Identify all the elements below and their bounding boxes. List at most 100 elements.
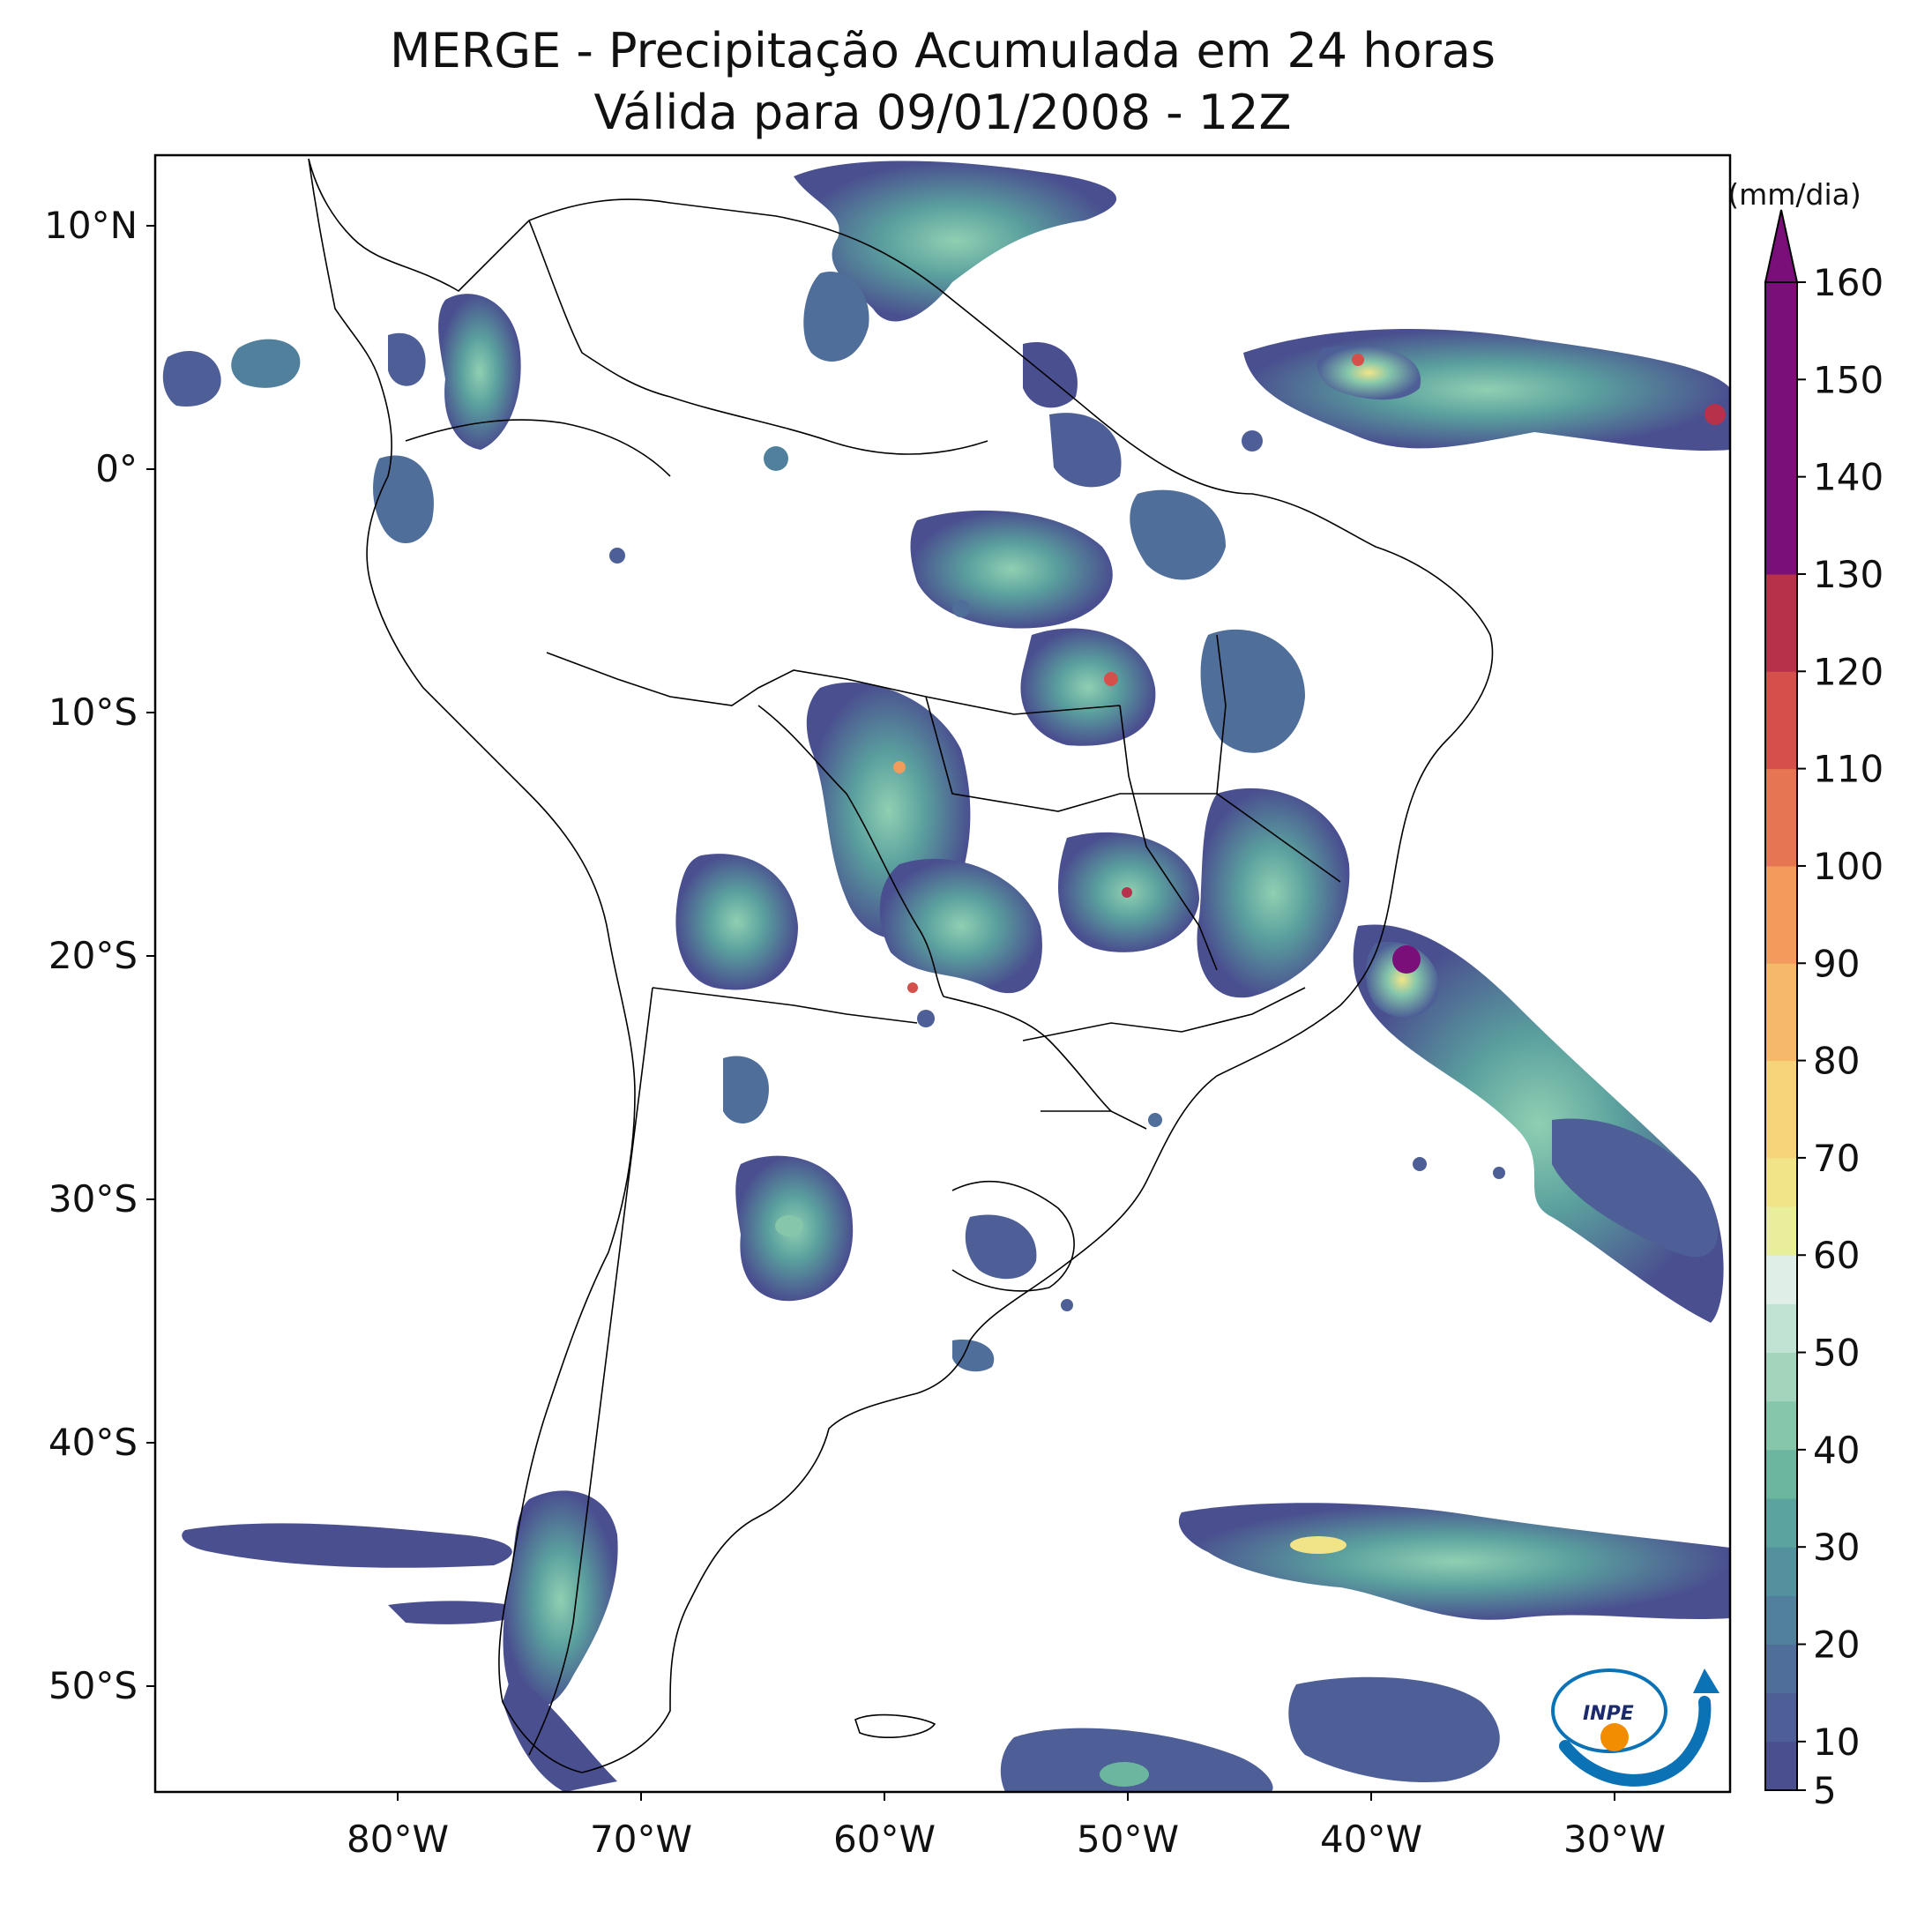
rain-area-far-south-2 <box>1000 1728 1273 1792</box>
longitude-ticks <box>397 1792 1615 1801</box>
colorbar-segment <box>1765 1547 1797 1596</box>
rain-peak-para <box>1104 672 1118 686</box>
colorbar-segment <box>1765 1157 1797 1207</box>
colorbar-tick-label: 110 <box>1813 748 1884 791</box>
rain-area-colombia-west <box>438 294 521 450</box>
border-brazil-bolivia <box>757 705 944 997</box>
colorbar-segment <box>1765 768 1797 867</box>
colorbar-tick-label: 60 <box>1813 1234 1860 1277</box>
rain-area-maranhao <box>1130 489 1226 580</box>
map-subtitle: Válida para 09/01/2008 - 12Z <box>593 85 1292 140</box>
colorbar-segment <box>1765 1352 1797 1402</box>
colorbar-tick-label: 20 <box>1813 1624 1860 1667</box>
colorbar-segment <box>1765 1303 1797 1354</box>
rain-area-itcz <box>1243 329 1730 451</box>
colorbar-tick-label: 30 <box>1813 1526 1860 1569</box>
colorbar-segment <box>1765 1206 1797 1256</box>
rain-peak-pantanal <box>907 982 918 993</box>
rain-area-itcz-core <box>1317 346 1421 400</box>
longitude-labels: 80°W 70°W 60°W 50°W 40°W 30°W <box>347 1818 1666 1861</box>
border-brazil-states-5 <box>1041 1110 1147 1130</box>
inpe-logo-swoosh <box>1559 1696 1712 1787</box>
lat-label-40s: 40°S <box>48 1421 138 1464</box>
border-brazil-states-4 <box>1022 987 1306 1041</box>
rain-peak-espirito-santo <box>1392 945 1421 974</box>
colorbar-unit-label: (mm/dia) <box>1727 177 1861 212</box>
colorbar-tick-label: 160 <box>1813 261 1884 304</box>
rain-area-pacific-3 <box>388 332 426 386</box>
rain-area-para <box>1020 628 1156 746</box>
rain-area-tierra-fuego <box>503 1676 617 1792</box>
rain-area-pacific-2 <box>231 339 301 388</box>
rain-area-amapa <box>1049 413 1122 488</box>
colorbar-frame <box>1764 281 1798 1791</box>
colorbar-segment <box>1765 1644 1797 1694</box>
colorbar-segment <box>1765 963 1797 1062</box>
colorbar-tick-label: 90 <box>1813 942 1860 985</box>
rain-area-southern-chile <box>503 1490 618 1709</box>
colorbar-tick-label: 140 <box>1813 456 1884 499</box>
colorbar-tick-label: 40 <box>1813 1429 1860 1472</box>
colorbar-tick-label: 10 <box>1813 1721 1860 1764</box>
border-uruguay <box>951 1180 1075 1292</box>
latitude-ticks <box>146 225 155 1687</box>
colorbar-segment <box>1765 865 1797 964</box>
border-brazil-states-3 <box>1216 634 1341 883</box>
map-title: MERGE - Precipitação Acumulada em 24 hor… <box>390 23 1496 78</box>
latitude-labels: 10°N 0° 10°S 20°S 30°S 40°S 50°S <box>44 204 138 1707</box>
colorbar-extend-arrow <box>1764 209 1799 283</box>
rain-area-atlantic-south <box>1552 1118 1719 1258</box>
colorbar-ticks: 5 10 20 30 40 50 60 70 80 90 100 110 120 130 140 150 160 <box>1797 261 1884 1812</box>
rain-peak-south-atlantic <box>1290 1536 1346 1554</box>
rain-area-pacific-band-2 <box>388 1601 529 1624</box>
border-argentina-bolivia <box>652 987 918 1024</box>
arrow-up-icon <box>1693 1668 1719 1693</box>
rain-peak-mato-grosso <box>893 761 906 773</box>
border-brazil-north <box>669 396 988 455</box>
colorbar: (mm/dia) 5 10 20 30 40 50 60 70 80 90 100 110 120 130… <box>1727 177 1884 1812</box>
lon-label-70w: 70°W <box>590 1818 692 1861</box>
colorbar-segment <box>1765 1741 1797 1791</box>
colorbar-tick-label: 70 <box>1813 1137 1860 1180</box>
rain-peak-argentina-north <box>775 1215 803 1236</box>
colorbar-segment <box>1765 573 1797 672</box>
colorbar-segment <box>1765 1595 1797 1646</box>
rain-area-rio-plata <box>952 1340 995 1372</box>
rain-peak-goias <box>1122 887 1132 898</box>
lat-label-10s: 10°S <box>48 690 138 734</box>
colorbar-tick-label: 150 <box>1813 358 1884 401</box>
border-argentina-chile <box>528 987 653 1756</box>
rain-area-south-atlantic-band <box>1178 1503 1730 1620</box>
border-brazil-states-2 <box>1119 705 1218 971</box>
colorbar-tick-label: 100 <box>1813 845 1884 888</box>
lon-label-40w: 40°W <box>1320 1818 1422 1861</box>
rain-area-pacific-band <box>182 1523 512 1568</box>
inpe-logo-ring <box>1551 1668 1667 1753</box>
map-frame <box>153 153 1732 1794</box>
rain-area-chaco <box>723 1056 769 1123</box>
lon-label-60w: 60°W <box>833 1818 936 1861</box>
lat-label-0: 0° <box>95 447 138 490</box>
rain-peak-itcz-east <box>1704 404 1726 425</box>
lon-label-50w: 50°W <box>1077 1818 1179 1861</box>
rain-area-uruguay <box>965 1214 1037 1280</box>
colorbar-tick-label: 5 <box>1813 1769 1837 1812</box>
rain-area-ecuador <box>373 455 434 544</box>
lat-label-50s: 50°S <box>48 1664 138 1707</box>
colorbar-segment <box>1765 1060 1797 1159</box>
colorbar-segment <box>1765 671 1797 770</box>
rain-area-pantanal <box>879 858 1042 994</box>
colorbar-segment <box>1765 1400 1797 1451</box>
inpe-logo-dot <box>1600 1723 1629 1751</box>
border-brazil-paraguay <box>943 996 1112 1112</box>
lon-label-30w: 30°W <box>1563 1818 1666 1861</box>
colorbar-tick-label: 80 <box>1813 1040 1860 1083</box>
rain-area-minas <box>1197 788 1350 998</box>
border-brazil-west <box>546 652 1121 715</box>
falklands <box>854 1713 936 1738</box>
south-america-coastline <box>308 158 1494 1773</box>
colorbar-tick-label: 130 <box>1813 553 1884 596</box>
rain-area-caribbean <box>794 160 1117 322</box>
colorbar-segment <box>1765 1498 1797 1548</box>
